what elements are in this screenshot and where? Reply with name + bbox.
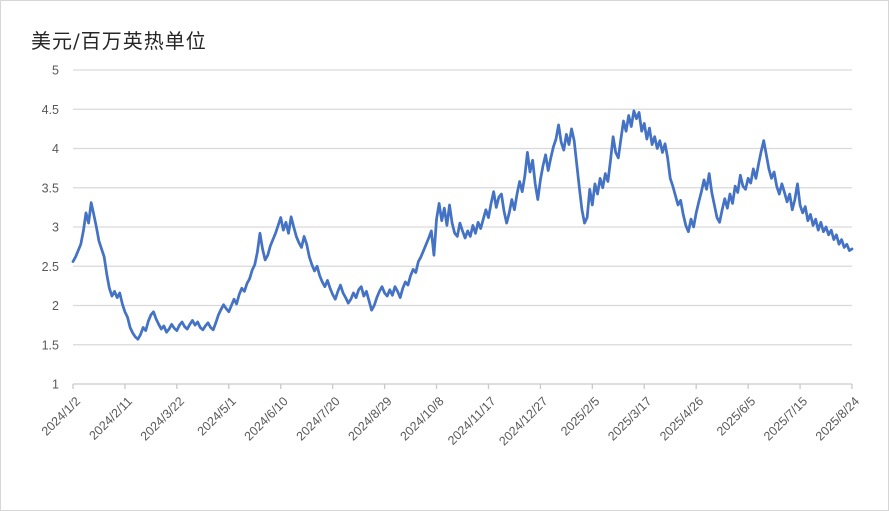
- y-axis-tick-label: 4.5: [42, 103, 59, 117]
- y-axis-tick-label: 1.5: [42, 338, 59, 352]
- x-axis-tick-label: 2025/7/15: [761, 394, 810, 443]
- x-axis-tick-label: 2025/6/5: [714, 394, 758, 438]
- y-axis-tick-label: 3.5: [42, 181, 59, 195]
- x-axis-tick-label: 2024/12/27: [496, 394, 550, 448]
- x-axis-tick-label: 2025/8/24: [813, 394, 862, 443]
- y-axis-tick-label: 4: [52, 142, 59, 156]
- x-axis-tick-label: 2024/2/11: [86, 394, 135, 443]
- x-axis-tick-label: 2024/10/8: [397, 394, 446, 443]
- x-axis-tick-label: 2024/11/17: [445, 394, 499, 448]
- x-axis-tick-label: 2025/4/26: [657, 394, 706, 443]
- x-axis-tick-label: 2024/1/2: [39, 394, 83, 438]
- x-axis-tick-label: 2025/3/17: [605, 394, 654, 443]
- x-axis-tick-label: 2025/2/5: [558, 394, 602, 438]
- x-axis-tick-label: 2024/5/1: [195, 394, 239, 438]
- y-axis-tick-label: 5: [52, 64, 59, 78]
- price-line-series: [71, 109, 854, 341]
- y-axis-tick-label: 3: [52, 221, 59, 235]
- x-axis-tick-label: 2024/6/10: [242, 394, 291, 443]
- x-axis-tick-label: 2024/3/22: [138, 394, 187, 443]
- chart-title: 美元/百万英热单位: [31, 29, 207, 53]
- x-axis-tick-label: 2024/7/20: [294, 394, 343, 443]
- y-axis-tick-label: 1: [52, 378, 59, 392]
- y-axis-tick-label: 2: [52, 299, 59, 313]
- y-axis-tick-label: 2.5: [42, 260, 59, 274]
- x-axis-tick-label: 2024/8/29: [346, 394, 395, 443]
